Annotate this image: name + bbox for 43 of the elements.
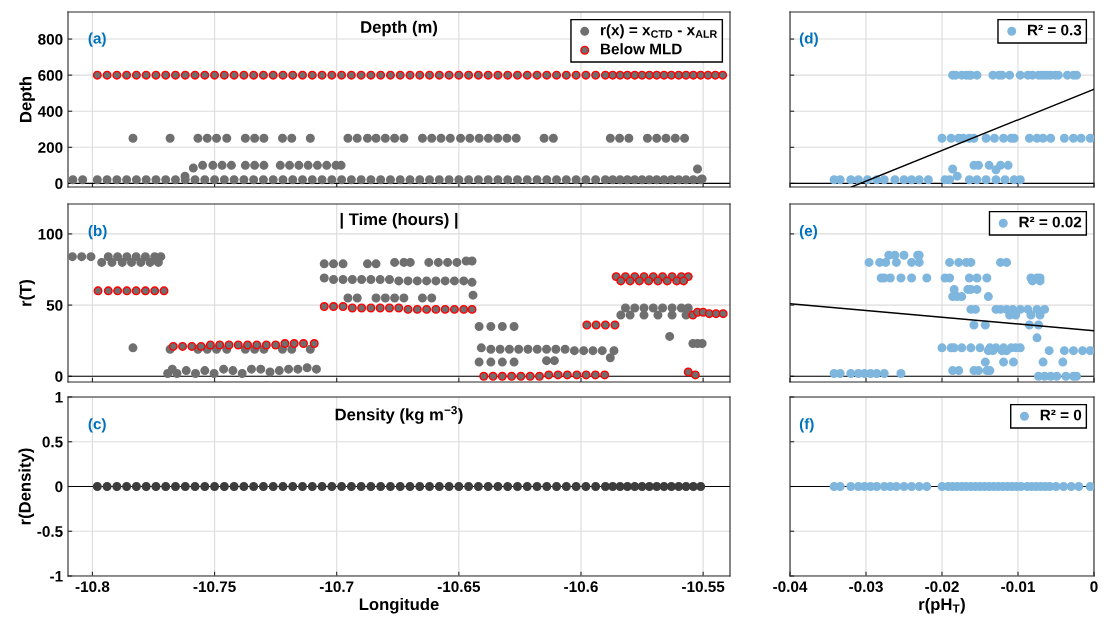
y-tick-label: 0.5 [42,436,63,448]
x-tick-label: -10.65 [437,581,481,593]
text: Density (kg m$^{−3}$) [335,405,463,424]
legend-label: R² = 0.02 [1019,216,1082,228]
y-tick-label: 0 [55,481,63,493]
x-tick-label: -0.02 [925,581,959,593]
text: | Time (hours) | [340,212,458,229]
annotation: (f) [799,418,814,433]
legend-label: R² = 0 [1040,409,1082,421]
x-tick-label: -0.01 [1001,581,1035,593]
y-tick-label: 0 [55,178,63,190]
x-tick-label: -10.75 [193,581,236,593]
x-tick-label: -10.55 [682,581,725,593]
y-tick-label: -1 [50,571,63,582]
chart-title: Depth (m) [361,20,438,37]
annotation: (e) [799,224,818,240]
x-tick-label: -10.6 [564,581,598,593]
annotation: (a) [88,32,106,47]
y-axis-title: Depth [19,76,35,122]
legend-label: R² = 0.3 [1028,24,1082,36]
y-axis-title: r(Density) [18,448,35,525]
y-tick-label: -0.5 [37,526,63,537]
x-axis-title: Longitude [359,597,439,614]
annotation: (d) [799,32,818,47]
x-tick-label: -0.03 [849,581,883,593]
legend-label: Below MLD [601,43,682,55]
legend-label: r(x) = x$_{CTD}$ - x$_{ALR}$ [600,24,718,39]
x-tick-label: -10.8 [75,581,110,593]
y-axis-title: r(T) [19,279,35,306]
x-tick-label: -0.04 [773,581,808,593]
y-tick-label: 0 [55,371,63,382]
y-tick-label: 600 [38,70,63,81]
annotation: (c) [88,418,106,433]
annotation: (b) [88,224,107,240]
y-tick-label: 400 [37,106,63,117]
y-tick-label: 1 [55,392,63,403]
y-tick-label: 50 [46,299,63,311]
y-tick-label: 200 [38,142,63,153]
x-tick-label: -10.7 [319,581,354,593]
x-axis-title: r(pH$_{T}$) [919,597,965,614]
y-tick-label: 800 [38,33,63,45]
x-tick-label: 0 [1090,581,1098,593]
y-tick-label: 100 [38,228,63,240]
